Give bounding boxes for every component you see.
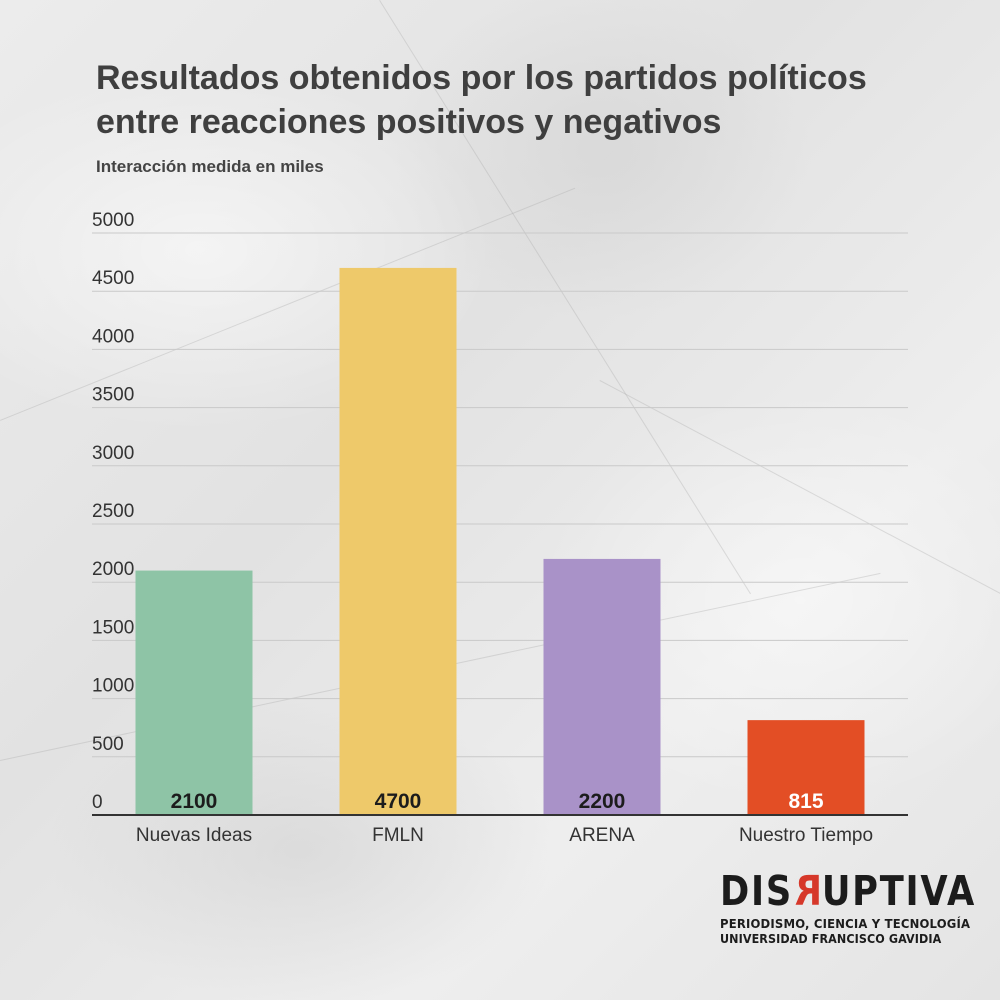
y-tick-label: 4500 xyxy=(92,268,134,289)
y-tick-label: 5000 xyxy=(92,210,134,231)
y-tick-label: 2000 xyxy=(92,559,134,580)
logo-tagline: PERIODISMO, CIENCIA Y TECNOLOGÍA xyxy=(720,916,971,931)
x-tick-label: FMLN xyxy=(372,825,424,846)
y-tick-label: 500 xyxy=(92,734,124,755)
data-label: 2200 xyxy=(579,790,626,813)
bar xyxy=(339,267,457,815)
bar xyxy=(747,720,865,815)
x-tick-label: Nuestro Tiempo xyxy=(739,825,873,846)
bar xyxy=(135,570,253,815)
data-label: 2100 xyxy=(171,790,218,813)
x-tick-label: ARENA xyxy=(569,825,635,846)
logo-wordmark-part: UPTIVA xyxy=(821,867,976,915)
y-tick-label: 2500 xyxy=(92,501,134,522)
disruptiva-logo: DISRUPTIVA PERIODISMO, CIENCIA Y TECNOLO… xyxy=(720,867,974,946)
y-tick-label: 4000 xyxy=(92,326,134,347)
data-label: 4700 xyxy=(375,790,422,813)
y-tick-label: 1500 xyxy=(92,617,134,638)
logo-mirrored-r: R xyxy=(792,867,822,915)
chart-title: Resultados obtenidos por los partidos po… xyxy=(96,59,867,141)
logo-wordmark: DISRUPTIVA xyxy=(720,867,974,915)
data-label: 815 xyxy=(788,790,823,813)
y-tick-label: 3500 xyxy=(92,385,134,406)
y-axis-ticks: 0 500 1000 1500 2000 2500 3000 3500 4000 4500 5000 xyxy=(92,210,134,813)
logo-institution: UNIVERSIDAD FRANCISCO GAVIDIA xyxy=(720,932,942,946)
bar xyxy=(543,558,661,815)
y-tick-label: 3000 xyxy=(92,443,134,464)
value-labels: 2100 4700 2200 815 xyxy=(171,790,824,813)
y-tick-label: 1000 xyxy=(92,676,134,697)
chart-subtitle: Interacción medida en miles xyxy=(96,157,324,176)
x-axis-ticks: Nuevas Ideas FMLN ARENA Nuestro Tiempo xyxy=(136,825,873,846)
x-tick-label: Nuevas Ideas xyxy=(136,825,252,846)
logo-wordmark-part: DIS xyxy=(720,867,793,915)
bars xyxy=(135,267,865,815)
y-tick-label: 0 xyxy=(92,792,103,813)
